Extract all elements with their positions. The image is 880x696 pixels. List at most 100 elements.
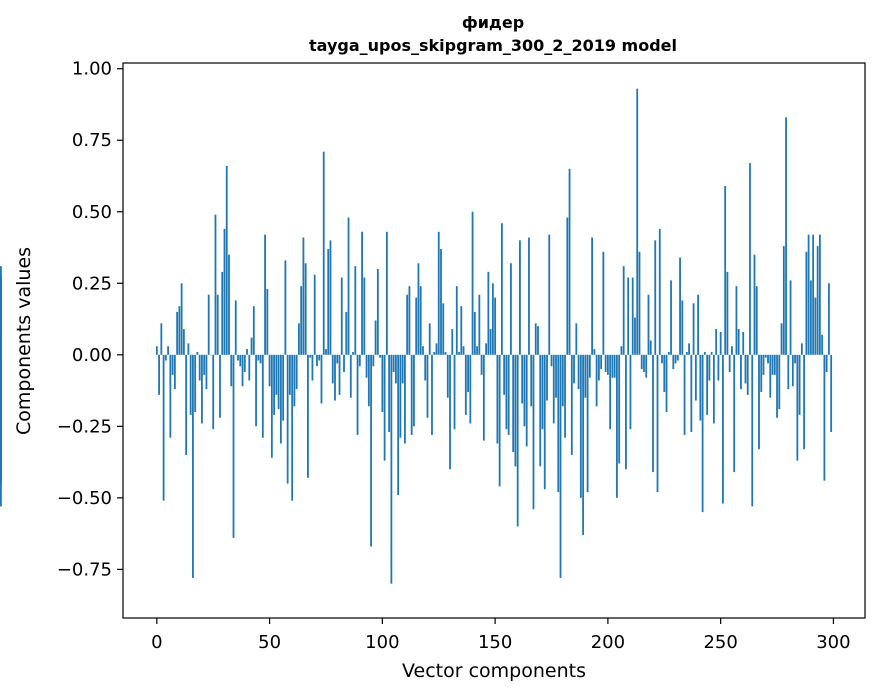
bar-series	[0, 88, 833, 584]
bar	[722, 354, 724, 504]
bar	[422, 346, 424, 355]
x-tick-label: 50	[258, 632, 281, 653]
bar	[358, 354, 361, 367]
x-tick-label: 250	[703, 632, 737, 653]
bar	[167, 346, 169, 355]
bar	[667, 351, 670, 355]
bar	[627, 277, 630, 355]
bar	[534, 323, 537, 355]
bar	[519, 240, 521, 355]
bar	[683, 354, 686, 435]
bar	[731, 346, 733, 355]
bar	[284, 260, 287, 355]
bar	[329, 240, 332, 355]
x-tick-label: 100	[365, 632, 399, 653]
bar	[419, 286, 422, 355]
bar	[273, 354, 275, 415]
bar	[288, 354, 291, 395]
bar	[307, 354, 309, 478]
bar	[629, 354, 632, 430]
bar	[539, 354, 542, 467]
bar	[577, 354, 580, 390]
bar	[214, 214, 217, 355]
bar	[298, 323, 300, 355]
bar	[510, 263, 512, 355]
bar	[212, 354, 215, 430]
bar	[523, 354, 526, 427]
bar	[521, 354, 524, 404]
bar	[201, 354, 203, 424]
bar	[372, 354, 375, 367]
bar	[751, 354, 754, 507]
chart-title-line-1: фидер	[462, 13, 524, 32]
bar	[180, 283, 183, 355]
bar	[331, 354, 334, 384]
bar	[825, 354, 828, 372]
bar	[374, 320, 377, 355]
bar	[505, 354, 508, 430]
bar	[250, 337, 253, 355]
bar	[613, 354, 616, 378]
x-tick-label: 0	[151, 632, 162, 653]
x-tick-label: 300	[816, 632, 850, 653]
bar	[286, 354, 289, 484]
bar	[476, 346, 478, 355]
bar	[807, 234, 810, 355]
bar	[724, 186, 727, 355]
bar	[338, 354, 341, 395]
bar	[552, 354, 555, 424]
bar	[588, 354, 591, 378]
bar	[410, 354, 413, 435]
bar	[575, 323, 578, 355]
bar	[674, 354, 677, 364]
bar	[706, 354, 709, 415]
bar	[394, 354, 397, 384]
bar	[455, 286, 458, 355]
bar	[688, 343, 690, 355]
bar	[444, 351, 447, 355]
bar	[561, 354, 564, 407]
bar	[266, 289, 269, 355]
bar	[595, 354, 598, 407]
bar	[460, 306, 463, 355]
bar	[343, 354, 345, 372]
bar	[830, 354, 833, 433]
bar	[656, 354, 659, 493]
bar	[616, 354, 618, 498]
bar	[446, 354, 449, 398]
bar	[604, 354, 607, 372]
bar	[821, 334, 824, 355]
bar	[742, 331, 745, 355]
bar	[570, 354, 573, 455]
bar	[433, 351, 436, 355]
bar	[622, 266, 625, 355]
bar	[182, 329, 185, 355]
bar	[478, 294, 481, 355]
bar	[0, 354, 2, 484]
bar	[791, 354, 794, 387]
bar	[347, 217, 350, 355]
bar	[417, 263, 420, 355]
y-tick-label: 0.75	[72, 130, 112, 151]
bar	[789, 280, 792, 355]
bar	[322, 151, 325, 355]
bar	[712, 354, 715, 424]
bar	[399, 354, 402, 438]
bar	[192, 354, 194, 578]
bar	[498, 354, 501, 487]
bar	[814, 297, 817, 355]
bar	[737, 329, 740, 355]
bar	[746, 354, 749, 395]
bar	[259, 354, 262, 364]
bar	[207, 294, 210, 355]
bar	[816, 246, 819, 355]
bar	[408, 286, 411, 355]
bar	[293, 354, 296, 407]
bar	[164, 354, 167, 361]
bar	[634, 317, 636, 355]
bar	[764, 354, 767, 358]
bar	[579, 354, 582, 498]
bar	[663, 354, 666, 392]
bar	[828, 283, 830, 355]
bar	[246, 349, 248, 355]
